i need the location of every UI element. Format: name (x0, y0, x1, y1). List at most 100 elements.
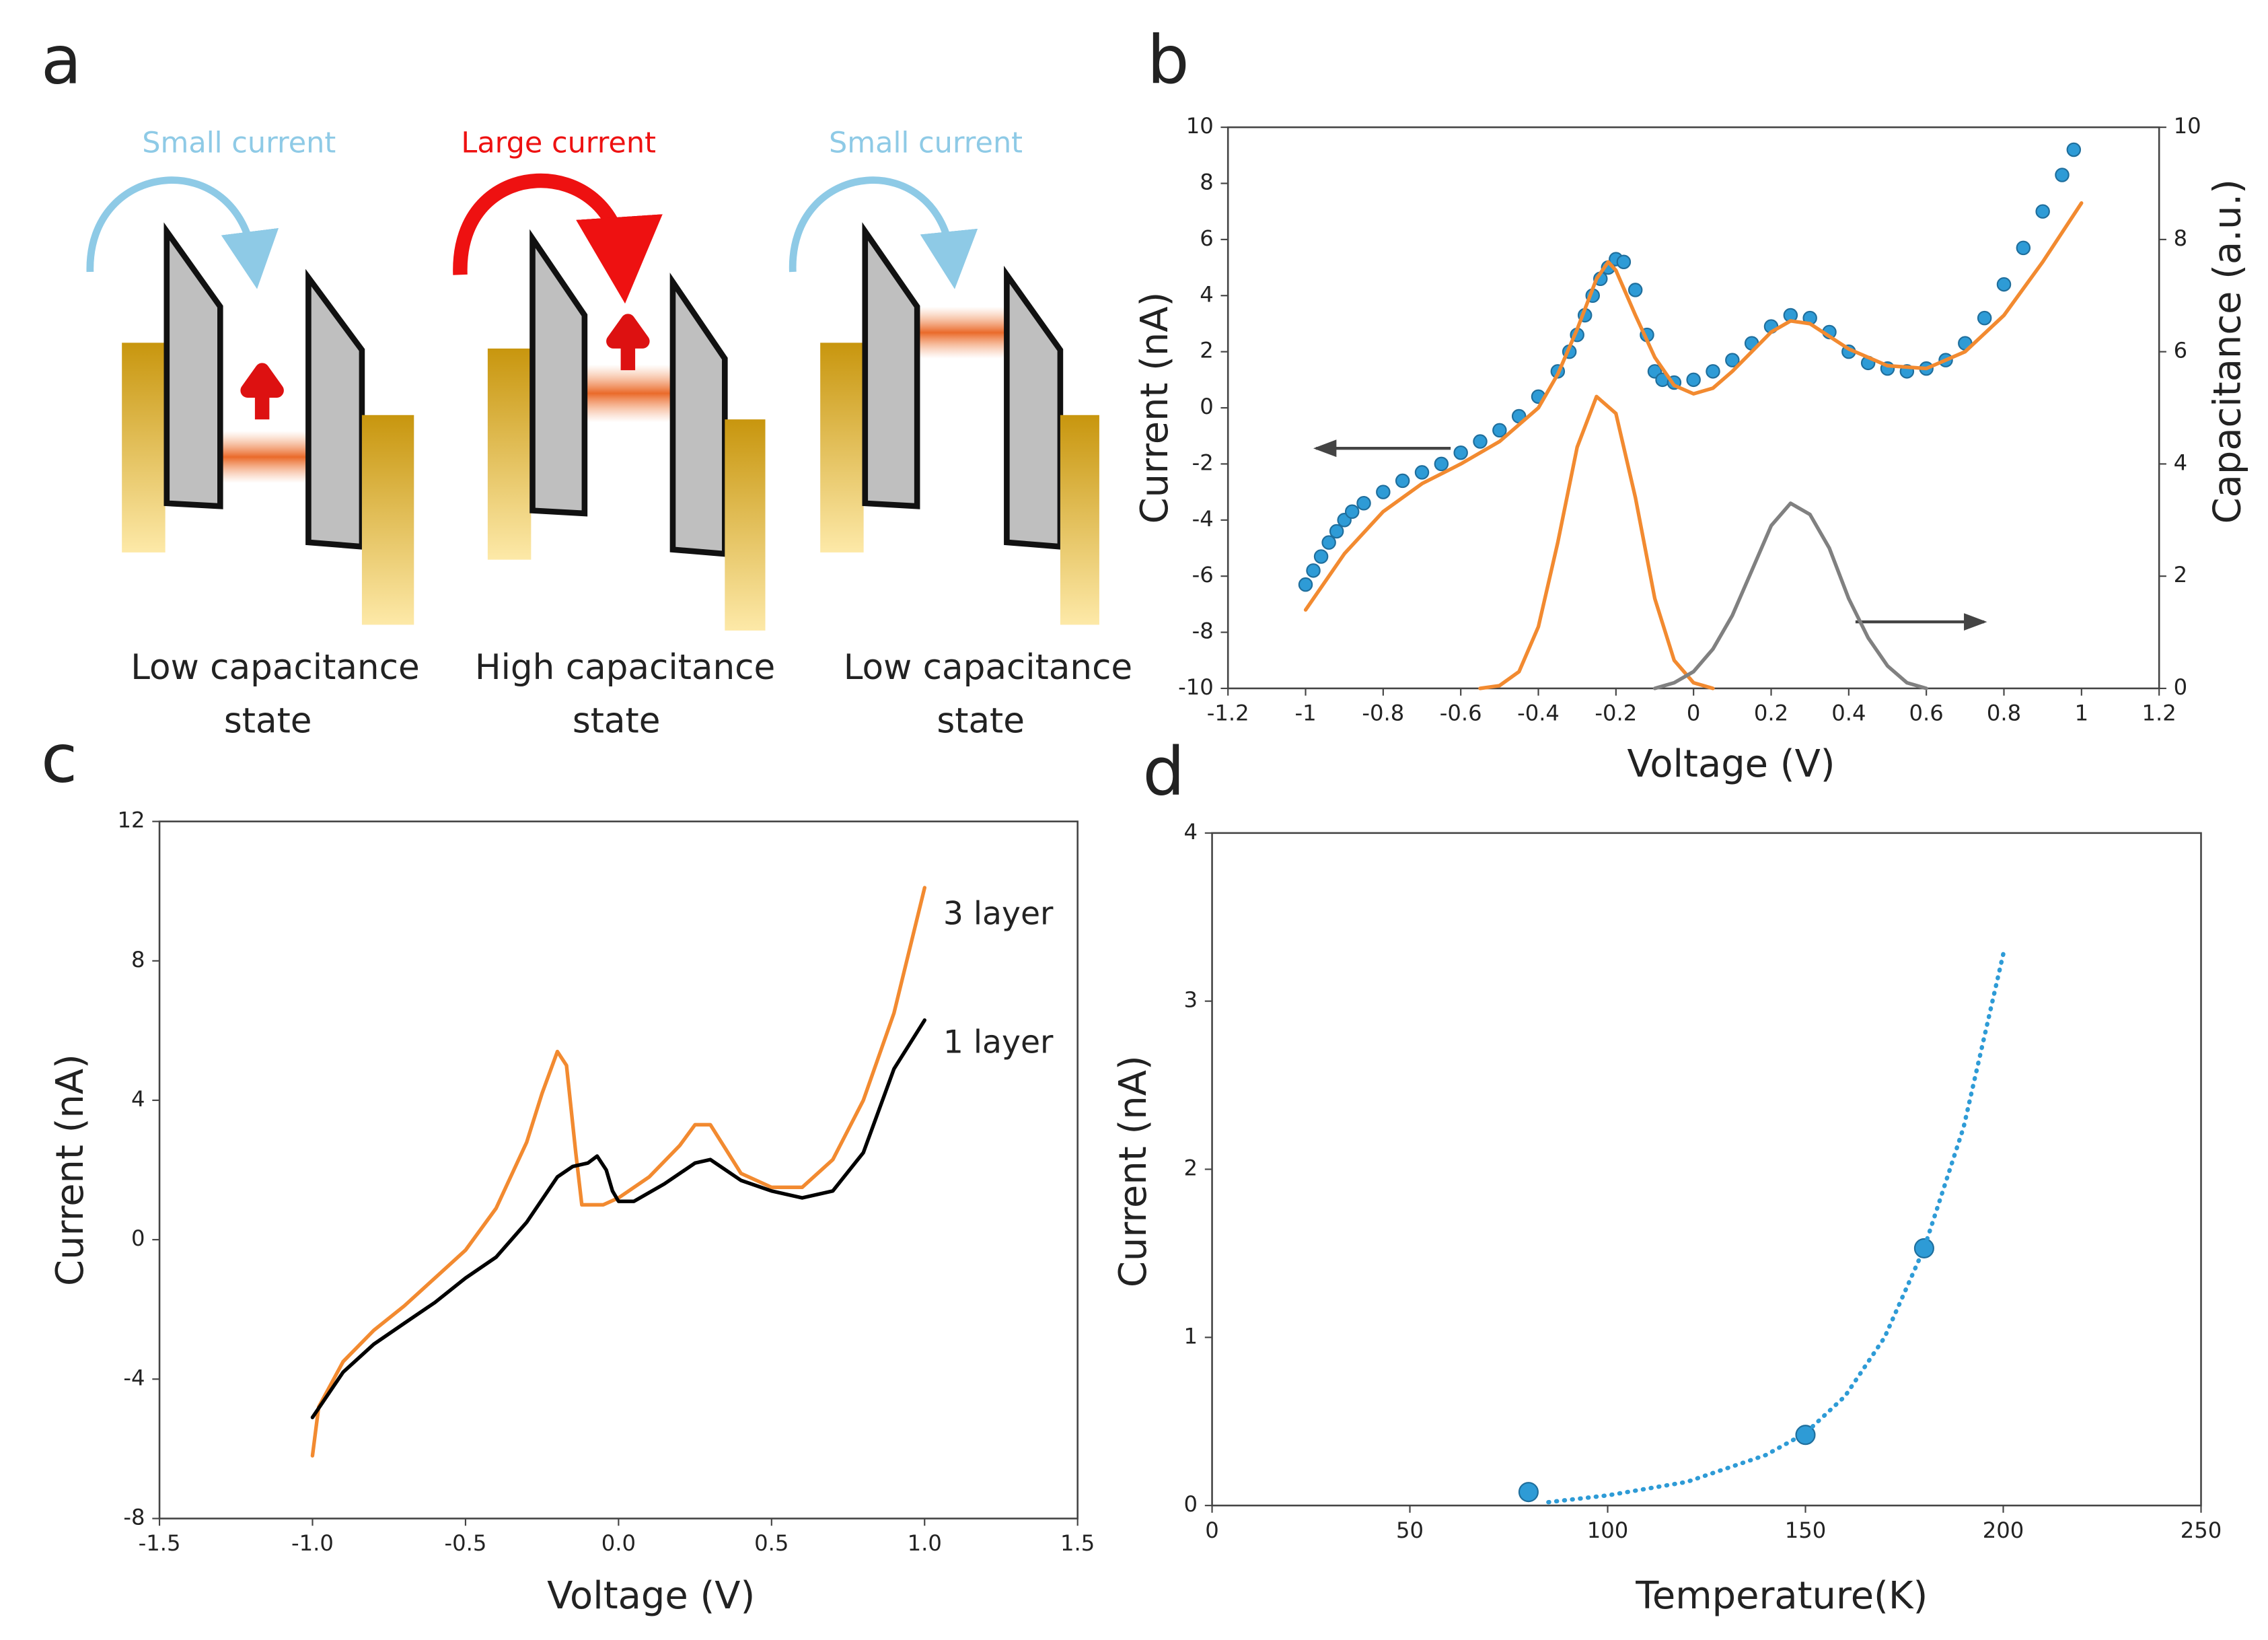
x-tick-label: 0 (1205, 1518, 1219, 1543)
level (917, 306, 1007, 359)
data-point (1795, 1425, 1816, 1446)
x-axis-title: Temperature(K) (1635, 1574, 1928, 1618)
caption: Low capacitance (844, 647, 1132, 688)
y-tick-label: -10 (1178, 674, 1214, 700)
y2-tick-label: 8 (2174, 225, 2188, 251)
y2-axis-title: Capacitance (a.u.) (2206, 179, 2250, 524)
data-point (2035, 204, 2050, 219)
caption: High capacitance (475, 647, 775, 688)
y-tick-label: 4 (1200, 281, 1214, 307)
x-tick-label: 1.2 (2142, 701, 2176, 726)
x-tick-label: 1.0 (908, 1530, 942, 1556)
y-axis-title: Current (nA) (48, 1054, 92, 1286)
plot-frame (1227, 126, 2160, 690)
x-tick-label: 0.5 (754, 1530, 789, 1556)
electrode (487, 348, 532, 560)
arrow (453, 173, 663, 304)
data-point (1376, 485, 1391, 499)
x-tick-label: 1.5 (1060, 1530, 1095, 1556)
data-point (1321, 535, 1336, 550)
barrier (305, 269, 365, 550)
x-tick-label: 0.2 (1754, 701, 1788, 726)
data-point (2066, 142, 2082, 157)
y-tick-label: 2 (1184, 1155, 1198, 1180)
barrier (529, 229, 588, 517)
arrow (789, 176, 978, 289)
data-point (1395, 473, 1410, 489)
data-point (2055, 168, 2070, 182)
y-tick-label: -8 (1192, 618, 1214, 644)
data-point (1306, 563, 1321, 578)
data-point (2016, 240, 2031, 256)
y-tick-label: -8 (123, 1504, 145, 1530)
y2-tick-label: 2 (2174, 562, 2188, 587)
data-point (1356, 496, 1371, 511)
x-tick-label: -0.2 (1595, 701, 1637, 726)
data-point (1414, 465, 1430, 480)
x-tick-label: -1.2 (1207, 701, 1249, 726)
data-line (310, 886, 927, 1458)
data-line (310, 1018, 927, 1419)
x-tick-label: -0.5 (444, 1530, 486, 1556)
y-tick-label: 2 (1200, 338, 1214, 363)
x-tick-label: 100 (1587, 1518, 1629, 1543)
arrow (240, 363, 284, 420)
y-tick-label: 1 (1184, 1323, 1198, 1349)
y-tick-label: 4 (1184, 819, 1198, 845)
caption: state (573, 701, 661, 742)
electrode (1060, 415, 1099, 625)
x-tick-label: 50 (1396, 1518, 1424, 1543)
electrode (361, 415, 414, 625)
panel-label: c (41, 721, 77, 798)
x-tick-label: 0.0 (601, 1530, 636, 1556)
electrode (820, 343, 864, 552)
y2-tick-label: 0 (2174, 674, 2188, 700)
caption: state (937, 701, 1025, 742)
data-line (1546, 952, 2006, 1505)
data-point (1725, 353, 1740, 367)
data-point (1518, 1482, 1539, 1503)
x-tick-label: 0.8 (1987, 701, 2021, 726)
x-tick-label: 250 (2181, 1518, 2222, 1543)
x-tick-label: -0.6 (1440, 701, 1482, 726)
x-tick-label: -1.0 (291, 1530, 334, 1556)
x-tick-label: 200 (1983, 1518, 2024, 1543)
data-point (1453, 445, 1468, 460)
y-tick-label: -4 (1192, 506, 1214, 532)
data-point (1686, 372, 1701, 388)
series-label: 1 layer (943, 1024, 1054, 1061)
data-line (1478, 394, 1715, 690)
current-label: Small current (829, 126, 1023, 159)
x-tick-label: 0.4 (1831, 701, 1866, 726)
y-tick-label: 0 (1200, 394, 1214, 419)
data-point (1492, 423, 1507, 438)
y-tick-label: 3 (1184, 987, 1198, 1013)
y-tick-label: 8 (131, 947, 145, 972)
plot-frame (158, 820, 1078, 1520)
y-tick-label: 6 (1200, 225, 1214, 251)
data-point (1627, 283, 1643, 297)
barrier (163, 222, 223, 509)
level (584, 364, 673, 423)
diagram: a Small current Large current Small curr… (41, 22, 1132, 742)
current-label: Large current (461, 126, 656, 159)
caption: Low capacitance (131, 647, 419, 688)
data-point (1977, 310, 1992, 326)
x-axis-title: Voltage (V) (547, 1574, 755, 1618)
y-axis-title: Current (nA) (1111, 1055, 1155, 1287)
x-tick-label: -1 (1294, 701, 1316, 726)
data-point (1313, 549, 1329, 564)
y-tick-label: -4 (123, 1365, 145, 1390)
data-line (1652, 501, 1928, 690)
panel-label: d (1142, 734, 1185, 811)
data-point (1434, 456, 1449, 472)
data-point (1706, 364, 1720, 379)
y2-tick-label: 10 (2174, 113, 2201, 139)
y-tick-label: 12 (118, 808, 145, 833)
x-tick-label: 0.6 (1909, 701, 1944, 726)
plot-frame (1211, 832, 2202, 1507)
level (220, 431, 309, 483)
data-point (1298, 577, 1313, 592)
y-tick-label: -6 (1192, 562, 1214, 587)
